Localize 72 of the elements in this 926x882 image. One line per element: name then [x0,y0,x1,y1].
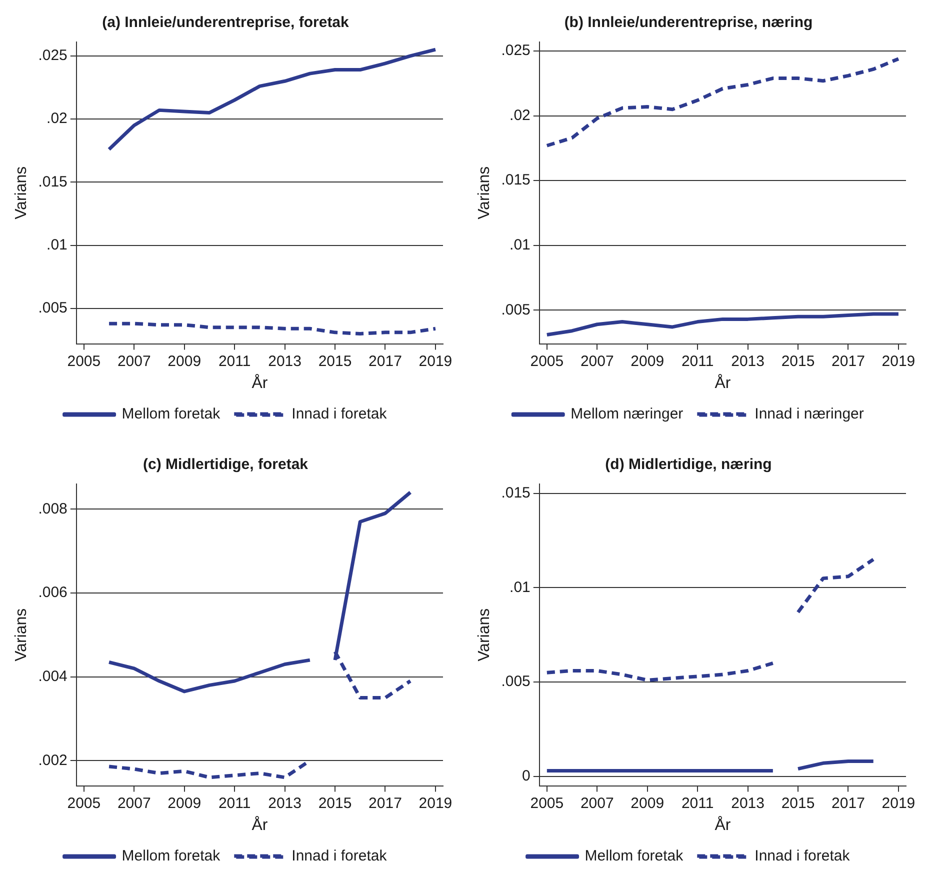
y-tick-label: .02 [46,110,68,128]
x-tick-label: 2015 [781,794,815,812]
x-tick-label: 2017 [368,794,402,812]
y-tick-label: .025 [38,47,68,64]
x-axis-title: År [714,374,732,392]
y-tick-label: .008 [38,500,68,518]
y-tick-label: .005 [501,673,530,690]
x-tick-label: 2011 [218,794,251,812]
chart-title: (c) Midlertidige, foretak [142,456,309,474]
legend-label: Innad i næringer [754,406,864,423]
x-tick-label: 2007 [580,352,614,370]
x-tick-label: 2009 [168,794,202,812]
x-tick-label: 2019 [882,352,916,370]
y-axis-title: Varians [13,166,30,220]
y-tick-label: .015 [501,484,530,502]
x-tick-label: 2015 [781,352,815,370]
x-tick-label: 2005 [530,352,564,370]
x-tick-label: 2019 [418,352,452,370]
x-tick-label: 2011 [681,352,714,370]
line-series [107,322,438,336]
x-tick-label: 2011 [218,352,251,370]
x-tick-label: 2007 [580,794,614,812]
line-series [545,57,900,148]
y-tick-label: .005 [38,300,68,317]
x-tick-label: 2005 [67,794,101,812]
legend-label: Mellom foretak [122,406,221,423]
y-tick-label: .01 [510,236,530,254]
y-tick-label: .025 [501,42,530,60]
y-tick-label: .015 [501,172,530,189]
y-tick-label: .02 [510,106,530,124]
x-tick-label: 2009 [168,352,202,370]
x-tick-label: 2007 [117,352,151,370]
y-tick-label: .005 [501,301,530,318]
chart-title: (d) Midlertidige, næring [605,456,772,474]
chart-title: (a) Innleie/underentreprise, foretak [102,14,350,32]
y-tick-label: .015 [38,173,68,190]
y-axis-title: Varians [476,608,494,662]
x-axis-title: År [252,816,268,834]
y-axis-title: Varians [13,608,30,662]
x-tick-label: 2013 [268,794,302,812]
x-tick-label: 2019 [418,794,452,812]
y-tick-label: .01 [46,236,68,254]
legend-label: Innad i foretak [754,848,850,865]
x-axis-title: År [252,374,268,392]
x-tick-label: 2017 [832,794,865,812]
y-tick-label: .002 [38,752,68,769]
x-tick-label: 2017 [832,352,865,370]
x-tick-label: 2019 [882,794,916,812]
legend-label: Mellom næringer [570,406,684,423]
x-tick-label: 2011 [681,794,714,812]
x-tick-label: 2015 [318,794,352,812]
y-tick-label: .006 [38,584,68,602]
x-tick-label: 2015 [318,352,352,370]
x-tick-label: 2017 [368,352,402,370]
x-axis-title: År [714,816,732,834]
x-tick-label: 2013 [731,352,764,370]
legend-label: Innad i foretak [292,848,388,865]
x-tick-label: 2005 [67,352,101,370]
x-tick-label: 2005 [530,794,564,812]
chart-title: (b) Innleie/underentreprise, næring [564,14,813,32]
x-tick-label: 2009 [630,794,664,812]
legend-label: Mellom foretak [122,848,221,865]
legend-label: Mellom foretak [584,848,684,865]
y-axis-title: Varians [476,166,494,220]
y-tick-label: .004 [38,668,68,685]
x-tick-label: 2009 [630,352,664,370]
y-tick-label: 0 [522,768,530,785]
x-tick-label: 2013 [731,794,764,812]
y-tick-label: .01 [510,578,530,596]
x-tick-label: 2007 [117,794,151,812]
legend-label: Innad i foretak [292,406,388,423]
x-tick-label: 2013 [268,352,302,370]
